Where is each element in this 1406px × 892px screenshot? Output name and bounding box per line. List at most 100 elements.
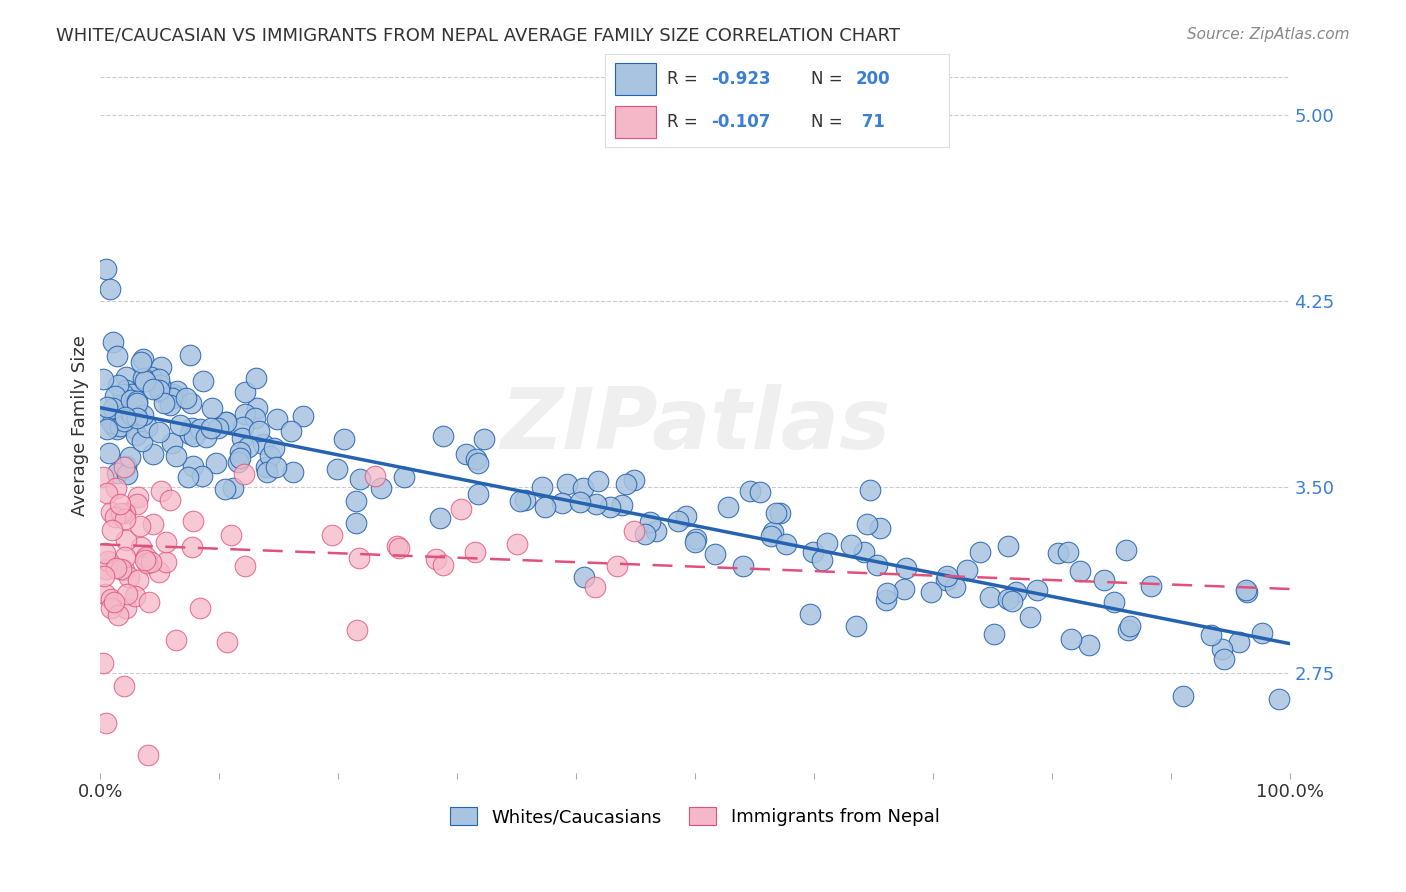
Point <box>103 419 125 434</box>
Point <box>856 516 879 531</box>
Point <box>1140 579 1163 593</box>
Point <box>839 538 862 552</box>
Point <box>280 424 302 438</box>
Point <box>364 469 387 483</box>
Point <box>1115 543 1137 558</box>
Point <box>638 516 661 530</box>
Point <box>228 444 250 458</box>
Point <box>733 558 755 573</box>
Point <box>759 528 782 542</box>
Point <box>472 432 495 446</box>
Point <box>121 387 143 401</box>
Point <box>1092 574 1115 588</box>
Point <box>127 490 149 504</box>
Point <box>93 656 115 670</box>
Point <box>370 481 392 495</box>
Point <box>1201 628 1223 642</box>
Point <box>347 551 370 566</box>
Point <box>263 441 285 455</box>
Point <box>762 525 785 540</box>
Point <box>454 447 477 461</box>
Text: N =: N = <box>811 70 848 87</box>
Point <box>283 465 305 479</box>
Point <box>585 497 607 511</box>
Point <box>921 585 943 599</box>
Point <box>1116 623 1139 637</box>
Point <box>183 428 205 442</box>
Point <box>107 349 129 363</box>
Point <box>572 570 595 584</box>
Point <box>124 589 146 603</box>
Point <box>94 546 117 560</box>
Point <box>749 485 772 500</box>
Point <box>159 493 181 508</box>
Point <box>114 369 136 384</box>
Point <box>114 507 136 521</box>
Point <box>179 426 201 441</box>
Point <box>200 421 222 435</box>
Point <box>1212 652 1234 666</box>
Point <box>96 400 118 414</box>
Point <box>467 456 489 470</box>
Point <box>226 455 249 469</box>
Point <box>683 535 706 549</box>
Point <box>866 558 889 572</box>
Point <box>530 480 553 494</box>
Point <box>101 401 124 415</box>
Point <box>139 370 162 384</box>
Point <box>815 535 838 549</box>
Point <box>94 562 117 576</box>
Point <box>893 582 915 596</box>
Point <box>121 409 143 423</box>
Point <box>247 424 270 438</box>
Point <box>115 533 138 548</box>
Point <box>114 511 136 525</box>
Point <box>174 391 197 405</box>
Point <box>465 451 488 466</box>
Point <box>254 460 277 475</box>
Point <box>166 384 188 399</box>
Point <box>232 420 254 434</box>
Point <box>801 545 824 559</box>
Point <box>96 422 118 436</box>
Point <box>100 600 122 615</box>
Point <box>505 537 527 551</box>
Point <box>346 624 368 638</box>
Point <box>583 580 606 594</box>
Point <box>775 537 797 551</box>
Point <box>160 435 183 450</box>
Point <box>245 370 267 384</box>
Point <box>120 393 142 408</box>
Point <box>238 440 260 454</box>
Point <box>120 407 142 421</box>
Point <box>149 378 172 392</box>
Point <box>105 422 128 436</box>
Point <box>1056 545 1078 559</box>
Text: -0.923: -0.923 <box>711 70 770 87</box>
Point <box>292 409 315 424</box>
Point <box>685 532 707 546</box>
Point <box>93 569 115 583</box>
Point <box>1118 618 1140 632</box>
Point <box>572 481 595 495</box>
Point <box>1104 595 1126 609</box>
Point <box>232 467 254 481</box>
FancyBboxPatch shape <box>614 106 657 138</box>
Point <box>266 460 288 475</box>
Point <box>118 570 141 584</box>
Text: 71: 71 <box>856 113 884 131</box>
Point <box>799 607 821 621</box>
Point <box>432 429 454 443</box>
Point <box>717 500 740 514</box>
Point <box>101 335 124 350</box>
Point <box>127 396 149 410</box>
Point <box>997 592 1019 607</box>
Point <box>1005 584 1028 599</box>
Point <box>180 540 202 554</box>
Point <box>91 372 114 386</box>
Text: R =: R = <box>666 70 703 87</box>
Point <box>464 544 486 558</box>
Point <box>1060 632 1083 647</box>
Point <box>935 573 957 587</box>
Point <box>105 561 128 575</box>
